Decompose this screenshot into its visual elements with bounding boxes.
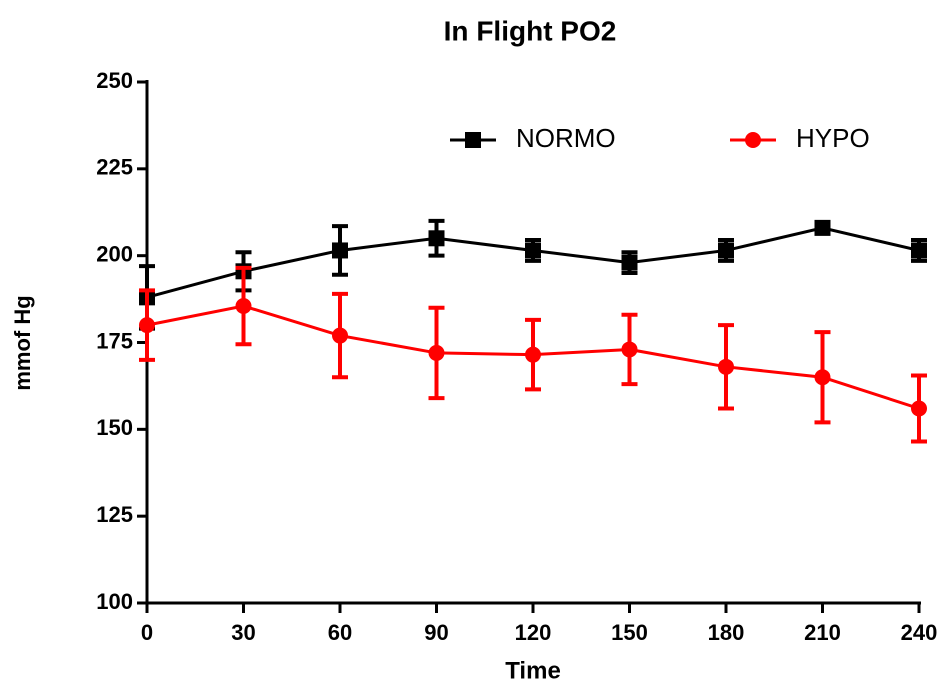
y-tick-label: 225	[96, 155, 133, 180]
data-point	[428, 344, 445, 361]
y-tick-label: 150	[96, 415, 133, 440]
legend-label: HYPO	[796, 123, 870, 153]
data-point	[911, 400, 927, 417]
legend-marker	[745, 132, 761, 148]
data-point	[621, 254, 638, 271]
data-point	[911, 242, 927, 259]
data-point	[332, 242, 348, 259]
data-point	[235, 298, 252, 315]
data-point	[814, 219, 831, 236]
y-tick-label: 250	[96, 68, 133, 93]
chart-title: In Flight PO2	[444, 15, 617, 46]
data-point	[718, 242, 734, 259]
x-tick-label: 150	[611, 620, 648, 645]
data-point	[428, 230, 445, 247]
data-point	[525, 242, 541, 259]
y-tick-label: 100	[96, 589, 133, 614]
x-tick-label: 0	[141, 620, 153, 645]
legend-marker	[465, 132, 481, 148]
data-point	[621, 341, 638, 358]
y-tick-label: 200	[96, 241, 133, 266]
data-point	[139, 317, 155, 334]
x-tick-label: 120	[515, 620, 552, 645]
data-point	[332, 327, 348, 344]
data-point	[525, 346, 541, 363]
x-tick-label: 90	[424, 620, 448, 645]
x-tick-label: 30	[231, 620, 255, 645]
x-tick-label: 210	[804, 620, 841, 645]
y-axis-label: mmof Hg	[10, 295, 35, 390]
legend-label: NORMO	[516, 123, 616, 153]
x-tick-label: 60	[328, 620, 352, 645]
data-point	[718, 358, 734, 375]
x-axis-label: Time	[505, 657, 561, 684]
x-tick-label: 240	[901, 620, 938, 645]
data-point	[814, 369, 831, 386]
x-tick-label: 180	[708, 620, 745, 645]
y-tick-label: 125	[96, 502, 133, 527]
y-tick-label: 175	[96, 328, 133, 353]
